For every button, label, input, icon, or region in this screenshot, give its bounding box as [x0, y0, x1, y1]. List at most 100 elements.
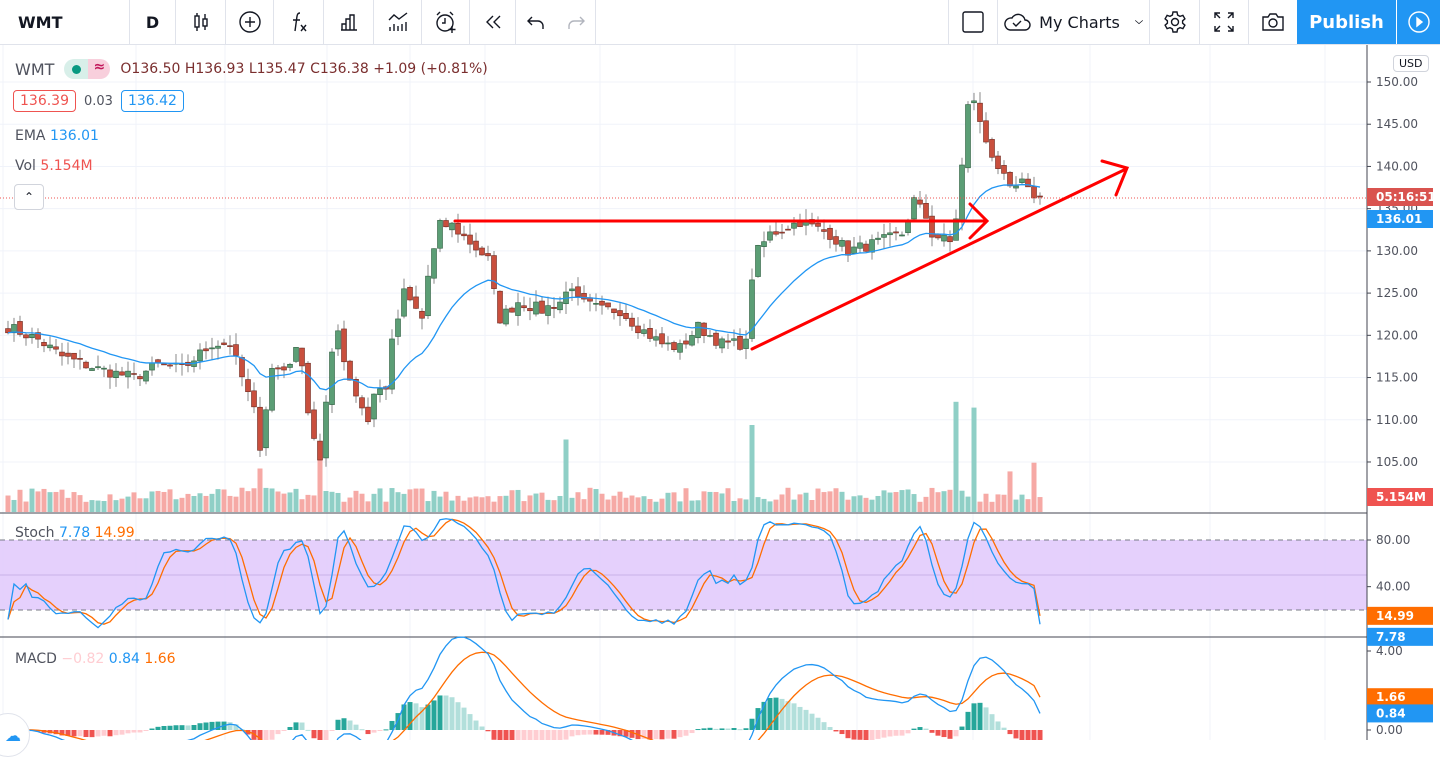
fullscreen-button[interactable] — [1200, 0, 1249, 44]
volume-bar — [563, 439, 569, 512]
chart-canvas[interactable]: 150.00145.00140.00135.00130.00125.00120.… — [0, 45, 1440, 740]
main-legend: WMT ≈ O136.50 H136.93 L135.47 C136.38 +1… — [15, 59, 488, 79]
macd-histogram-bar — [653, 730, 659, 740]
macd-histogram-bar — [311, 730, 317, 739]
cloud-icon — [1004, 13, 1031, 31]
candle — [551, 307, 557, 309]
volume-bar — [587, 487, 593, 512]
chart-type-button[interactable] — [176, 0, 226, 44]
volume-bar — [785, 487, 791, 512]
candle — [233, 344, 239, 356]
macd-histogram-bar — [911, 728, 917, 730]
macd-histogram-bar — [257, 730, 263, 740]
symbol-search-button[interactable]: WMT — [0, 0, 130, 44]
volume-bar — [197, 493, 203, 512]
volume-bar — [353, 490, 359, 512]
price-tick-label: 150.00 — [1376, 75, 1418, 89]
currency-button[interactable]: USD — [1393, 55, 1429, 72]
macd-histogram-bar — [947, 730, 953, 739]
candle — [311, 409, 317, 439]
vol-legend[interactable]: Vol 5.154M — [15, 158, 93, 174]
market-status[interactable]: ≈ — [64, 59, 111, 79]
chart-area[interactable]: 150.00 145.00 140.00 135.00 130.00 125.00 120.… — [0, 45, 1440, 757]
candle — [59, 351, 65, 357]
macd-histogram-bar — [281, 730, 287, 731]
macd-histogram-bar — [713, 728, 719, 730]
volume-bar — [371, 493, 377, 512]
ema-legend[interactable]: EMA 136.01 — [15, 128, 99, 144]
macd-histogram-bar — [623, 730, 629, 737]
publish-button[interactable]: Publish — [1297, 0, 1397, 44]
volume-bar — [635, 497, 641, 512]
macd-histogram-bar — [335, 719, 341, 730]
volume-bar — [629, 495, 635, 512]
volume-bar — [821, 492, 827, 512]
volume-bar — [839, 491, 845, 512]
macd-histogram-bar — [449, 697, 455, 730]
candle — [119, 371, 125, 376]
macd-histogram-bar — [815, 717, 821, 730]
candle — [899, 234, 905, 237]
volume-bar — [773, 499, 779, 512]
buy-button[interactable]: 136.42 — [120, 90, 184, 112]
candle — [89, 368, 95, 371]
vol-value: 5.154M — [40, 158, 93, 174]
volume-bar — [641, 496, 647, 512]
add-symbol-button[interactable] — [226, 0, 274, 44]
candle — [251, 390, 257, 408]
volume-bar — [977, 501, 983, 512]
redo-button[interactable] — [556, 0, 596, 44]
macd-legend[interactable]: MACD −0.82 0.84 1.66 — [15, 651, 176, 667]
candle — [413, 296, 419, 309]
candle — [713, 332, 719, 346]
volume-bar — [893, 492, 899, 512]
candle — [599, 300, 605, 306]
templates-button[interactable] — [374, 0, 422, 44]
replay-button[interactable] — [470, 0, 516, 44]
macd-histogram-bar — [365, 730, 371, 735]
macd-signal-tag-bg — [1367, 688, 1433, 707]
macd-histogram-bar — [599, 730, 605, 735]
screenshot-button[interactable] — [1249, 0, 1297, 44]
macd-histogram-bar — [143, 730, 149, 731]
macd-histogram-bar — [323, 730, 329, 740]
volume-bar — [467, 497, 473, 512]
my-charts-button[interactable]: My Charts — [998, 0, 1150, 44]
collapse-legend-button[interactable]: ⌃ — [14, 184, 44, 210]
volume-bar — [425, 501, 431, 512]
volume-bar — [185, 493, 191, 512]
candle — [161, 363, 167, 366]
interval-button[interactable]: D — [130, 0, 176, 44]
candle — [929, 215, 935, 238]
volume-bar — [47, 492, 53, 512]
alert-button[interactable] — [422, 0, 470, 44]
candle — [263, 409, 269, 449]
price-tick-label: 115.00 — [1376, 371, 1418, 385]
volume-bar — [167, 489, 173, 512]
countdown-tag: 05:16:51 — [1376, 190, 1436, 204]
price-tick-label: 120.00 — [1376, 328, 1418, 342]
compare-button[interactable] — [324, 0, 374, 44]
macd-histogram-bar — [527, 730, 533, 740]
macd-histogram-bar — [707, 727, 713, 730]
settings-button[interactable] — [1150, 0, 1200, 44]
indicators-button[interactable] — [274, 0, 324, 44]
candle — [941, 234, 947, 242]
volume-bar — [245, 491, 251, 512]
macd-histogram-bar — [923, 728, 929, 730]
candle — [47, 344, 53, 349]
sell-button[interactable]: 136.39 — [13, 90, 76, 112]
candle — [395, 318, 401, 337]
layout-button[interactable] — [948, 0, 998, 44]
undo-button[interactable] — [516, 0, 556, 44]
volume-bar — [227, 495, 233, 512]
candle — [107, 369, 113, 378]
play-button[interactable] — [1397, 0, 1440, 44]
candle — [623, 313, 629, 319]
macd-histogram-bar — [785, 701, 791, 730]
volume-bar — [263, 487, 269, 512]
volume-bar — [239, 487, 245, 512]
stoch-legend[interactable]: Stoch 7.78 14.99 — [15, 525, 135, 541]
volume-bar — [707, 491, 713, 512]
camera-icon — [1262, 13, 1284, 31]
